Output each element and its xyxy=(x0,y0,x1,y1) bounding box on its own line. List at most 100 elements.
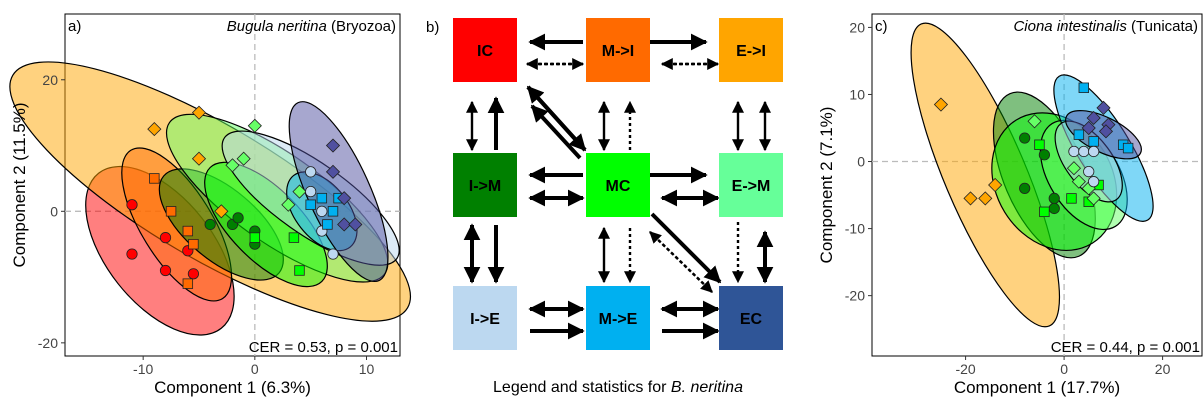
data-point-diamond xyxy=(236,151,251,166)
data-point-diamond xyxy=(1096,100,1111,115)
legend-box-ei xyxy=(719,18,783,82)
legend-box-label: M->E xyxy=(599,311,638,328)
transition-arrow-significant xyxy=(526,85,587,152)
data-point-diamond xyxy=(1086,110,1101,126)
data-point-diamond xyxy=(963,191,978,206)
data-point-diamond xyxy=(933,97,949,112)
legend-box-mi xyxy=(586,18,650,82)
y-tick-label: 10 xyxy=(849,86,865,102)
data-point-square xyxy=(288,232,300,243)
data-point-diamond xyxy=(988,177,1003,193)
legend-box-im xyxy=(453,153,517,217)
data-point-circle xyxy=(1038,149,1050,161)
legend-caption: Legend and statistics for B. neritina xyxy=(493,379,743,396)
data-point-square xyxy=(1066,193,1077,204)
panel-b-legend-diagram: b) IC M->I E->I I->M MC E->M I->E M->E EC Legend… xyxy=(426,18,783,396)
data-point-diamond xyxy=(325,164,341,179)
data-point-circle xyxy=(1068,145,1080,158)
panel-label-b: b) xyxy=(426,19,439,36)
x-tick-label: 20 xyxy=(1155,361,1171,377)
statistics-annotation-a: CER = 0.53, p = 0.001 xyxy=(249,339,398,356)
data-point-diamond xyxy=(191,105,207,120)
data-point-circle xyxy=(126,199,138,211)
data-point-diamond xyxy=(1071,174,1086,189)
ellipses-c xyxy=(910,22,1154,328)
data-point-circle xyxy=(305,166,317,178)
legend-box-em xyxy=(719,153,783,217)
y-tick-label: -10 xyxy=(845,221,865,237)
chart-title-a: Bugula neritina (Bryozoa) xyxy=(227,18,396,35)
data-point-diamond xyxy=(225,158,240,173)
legend-box-label: IC xyxy=(477,43,493,60)
data-point-square xyxy=(188,238,199,250)
data-point-square xyxy=(294,265,305,276)
ticks-c: -20 0 20 -20 -10 0 10 20 xyxy=(845,19,1171,377)
data-point-square xyxy=(322,219,333,230)
x-tick-label: -10 xyxy=(133,361,153,377)
data-point-circle xyxy=(1048,192,1060,205)
data-point-circle xyxy=(305,185,317,198)
x-tick-label: 0 xyxy=(1060,361,1068,377)
y-tick-label: 0 xyxy=(857,154,865,170)
data-point-circle xyxy=(1019,182,1031,194)
data-point-diamond xyxy=(191,151,207,166)
data-point-diamond xyxy=(337,191,352,206)
data-point-square xyxy=(165,206,177,217)
y-tick-label: 0 xyxy=(50,203,58,219)
data-point-circle xyxy=(1078,145,1090,158)
data-point-diamond xyxy=(1027,114,1042,129)
x-tick-label: -20 xyxy=(955,361,975,377)
data-point-square xyxy=(249,232,261,243)
legend-box-label: I->M xyxy=(469,178,501,195)
data-point-diamond xyxy=(147,122,162,137)
transition-arrow-nonsignificant xyxy=(649,231,713,293)
data-point-circle xyxy=(1088,176,1100,188)
data-point-square xyxy=(305,199,316,210)
chart-title-c: Ciona intestinalis (Tunicata) xyxy=(1013,18,1198,35)
legend-box-label: E->I xyxy=(736,43,766,60)
data-point-square xyxy=(316,192,328,204)
data-point-circle xyxy=(1083,165,1095,178)
data-point-diamond xyxy=(214,204,229,219)
y-axis-label-a: Component 2 (11.5%) xyxy=(10,102,29,267)
data-point-diamond xyxy=(247,118,262,133)
legend-boxes: IC M->I E->I I->M MC E->M I->E M->E EC xyxy=(453,18,783,350)
transition-arrow-significant xyxy=(650,212,722,284)
data-point-square xyxy=(1034,139,1045,150)
data-point-circle xyxy=(327,248,339,260)
data-point-diamond xyxy=(348,217,363,232)
x-axis-label-c: Component 1 (17.7%) xyxy=(954,378,1120,397)
data-point-square xyxy=(149,173,160,184)
data-point-square xyxy=(1073,129,1085,140)
data-point-square xyxy=(182,225,194,237)
data-point-circle xyxy=(232,212,244,224)
data-point-diamond xyxy=(1086,191,1101,206)
y-axis-label-c: Component 2 (7.1%) xyxy=(817,107,836,264)
data-point-diamond xyxy=(325,138,341,153)
points-c xyxy=(933,82,1134,218)
data-point-circle xyxy=(204,218,216,231)
data-point-circle xyxy=(1048,202,1060,215)
panel-label-a: a) xyxy=(68,18,81,35)
data-point-square xyxy=(1088,136,1099,147)
panel-label-c: c) xyxy=(875,18,888,35)
data-point-square xyxy=(1078,82,1089,93)
data-point-circle xyxy=(316,205,328,217)
ticks-a: -10 0 10 -20 0 20 xyxy=(38,72,375,377)
y-tick-label: -20 xyxy=(38,335,58,351)
data-point-circle xyxy=(126,248,138,260)
legend-box-label: M->I xyxy=(602,43,634,60)
x-axis-label-a: Component 1 (6.3%) xyxy=(154,378,311,397)
data-point-diamond xyxy=(337,217,352,232)
points-a xyxy=(126,105,363,289)
y-tick-label: 20 xyxy=(849,19,865,35)
panel-c-scatter: -20 0 20 -20 -10 0 10 20 c) Ciona intestinalis … xyxy=(817,13,1203,397)
legend-box-label: I->E xyxy=(470,311,500,328)
data-point-diamond xyxy=(281,197,296,212)
legend-box-mc xyxy=(586,153,650,217)
data-point-square xyxy=(1039,206,1050,218)
x-tick-label: 10 xyxy=(359,361,375,377)
legend-box-ic xyxy=(453,18,517,82)
legend-box-ec xyxy=(719,286,783,350)
legend-box-label: E->M xyxy=(732,178,771,195)
